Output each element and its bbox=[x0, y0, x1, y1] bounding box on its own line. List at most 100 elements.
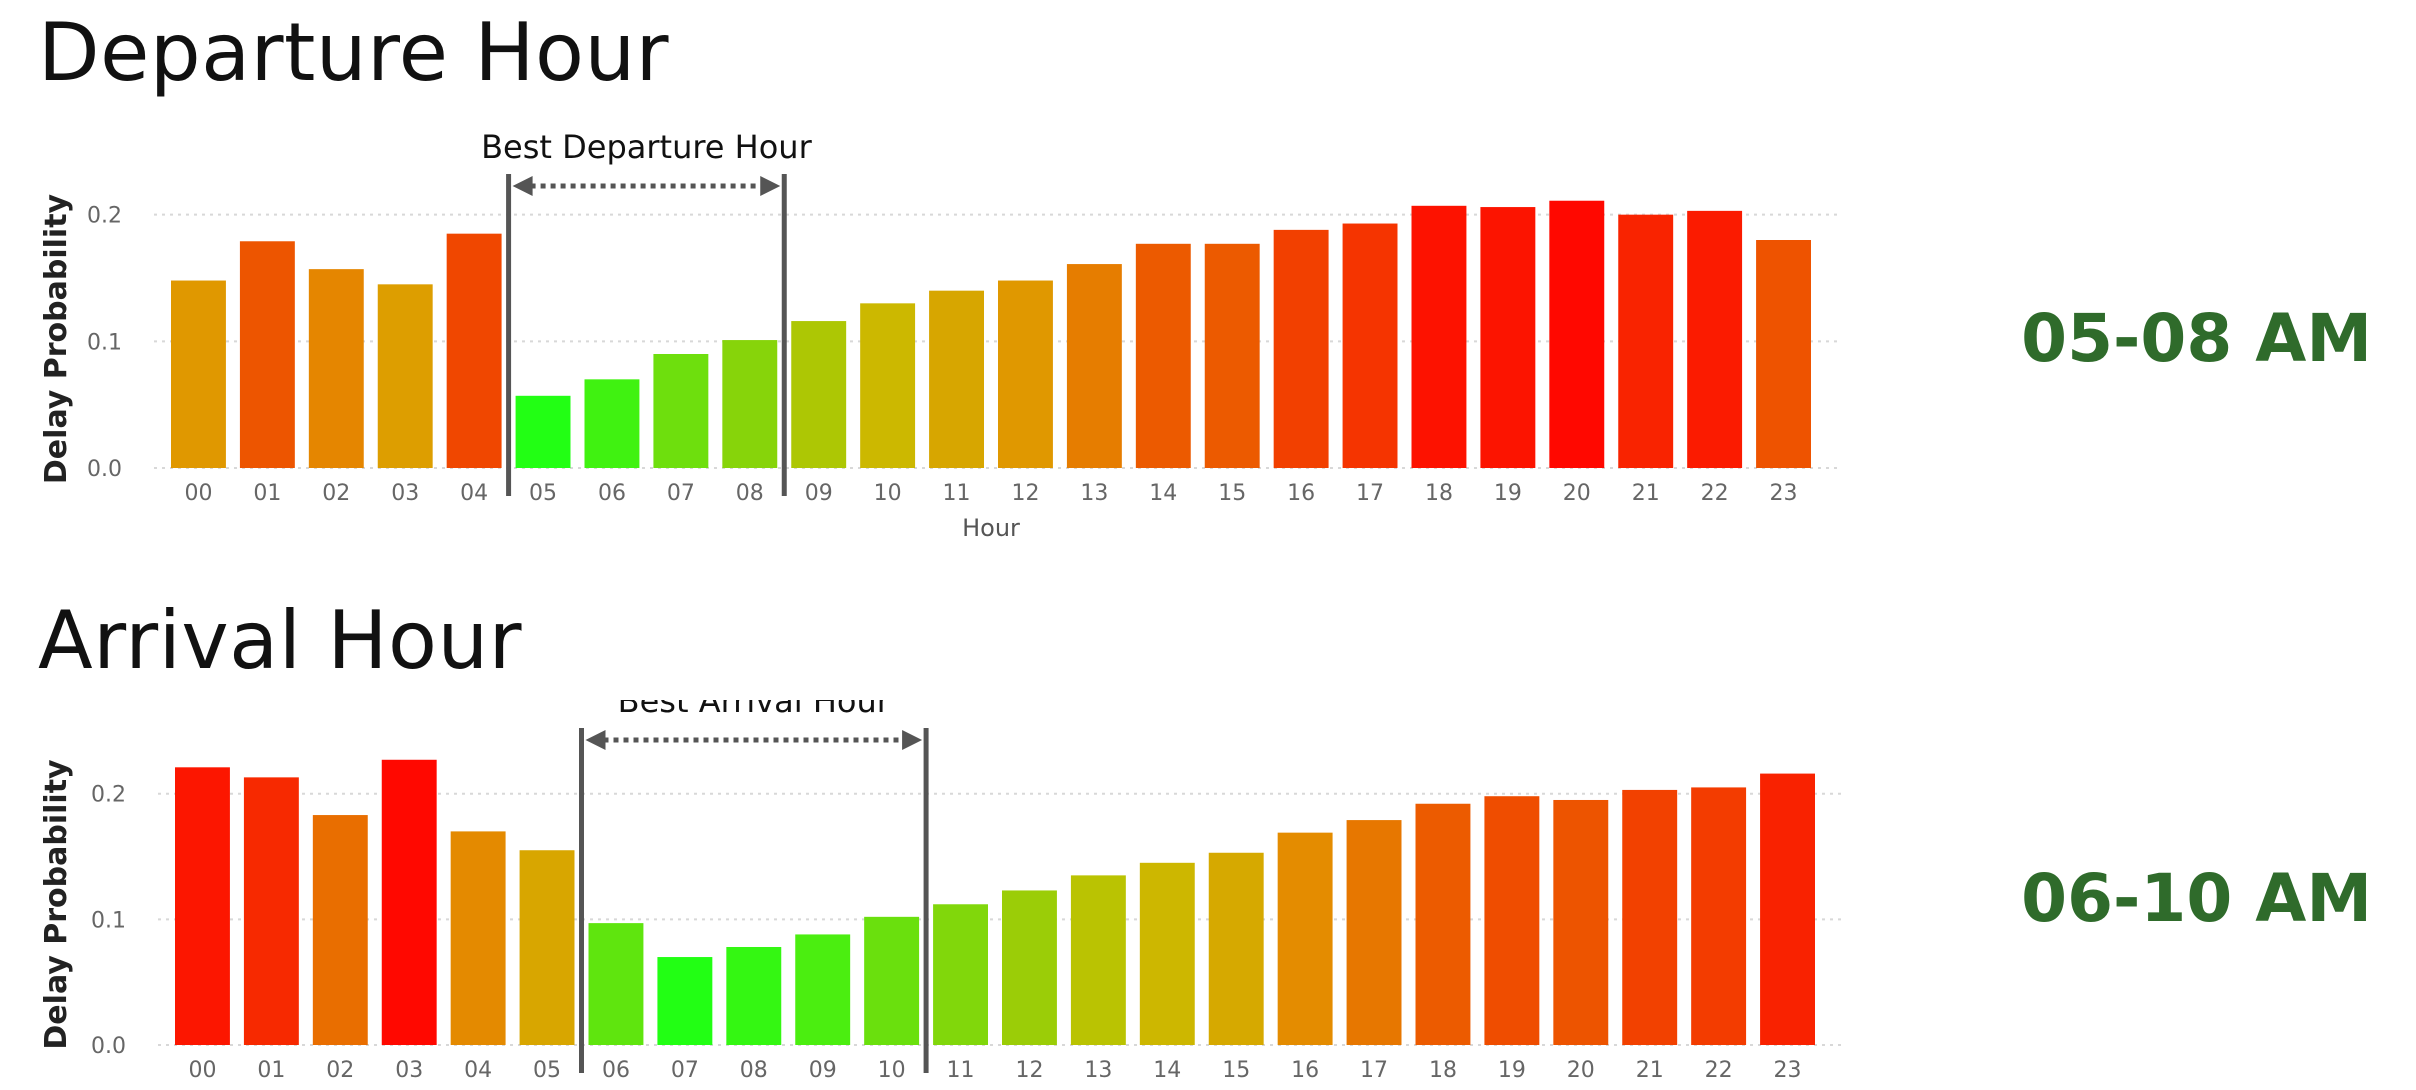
y-tick-label: 0.0 bbox=[87, 457, 122, 482]
bar-16 bbox=[1273, 229, 1329, 468]
x-tick-label: 20 bbox=[1567, 1058, 1595, 1083]
x-tick-label: 21 bbox=[1632, 481, 1660, 506]
bar-19 bbox=[1480, 207, 1536, 469]
x-tick-label: 13 bbox=[1084, 1058, 1112, 1083]
arrival-title: Arrival Hour bbox=[38, 594, 523, 687]
x-tick-label: 01 bbox=[253, 481, 281, 506]
x-tick-label: 11 bbox=[943, 481, 971, 506]
bar-19 bbox=[1484, 796, 1540, 1045]
bar-21 bbox=[1618, 214, 1674, 468]
bar-13 bbox=[1070, 875, 1126, 1045]
x-tick-label: 01 bbox=[257, 1058, 285, 1083]
bar-12 bbox=[998, 280, 1053, 468]
x-tick-label: 21 bbox=[1636, 1058, 1664, 1083]
x-tick-label: 07 bbox=[671, 1058, 699, 1083]
x-tick-label: 04 bbox=[460, 481, 488, 506]
x-tick-label: 13 bbox=[1080, 481, 1108, 506]
bar-03 bbox=[377, 284, 433, 468]
bar-17 bbox=[1342, 223, 1398, 468]
bar-08 bbox=[722, 340, 778, 468]
bar-07 bbox=[653, 354, 709, 468]
bar-11 bbox=[929, 290, 984, 468]
y-tick-label: 0.2 bbox=[87, 204, 122, 229]
x-axis-label: Hour bbox=[962, 514, 1020, 542]
bar-04 bbox=[446, 233, 502, 468]
arrival-best-range: 06-10 AM bbox=[2021, 860, 2372, 937]
x-tick-label: 02 bbox=[326, 1058, 354, 1083]
bar-02 bbox=[312, 815, 368, 1045]
y-tick-label: 0.2 bbox=[91, 783, 126, 808]
x-tick-label: 19 bbox=[1498, 1058, 1526, 1083]
x-tick-label: 23 bbox=[1774, 1058, 1802, 1083]
x-tick-label: 10 bbox=[874, 481, 902, 506]
x-tick-label: 03 bbox=[391, 481, 419, 506]
departure-chart: 0.0 0.1 0.2 Delay Probability 00 01 02 03 04 05 06… bbox=[39, 130, 1838, 542]
x-tick-label: 07 bbox=[667, 481, 695, 506]
bar-03 bbox=[381, 759, 437, 1045]
bar-10 bbox=[864, 916, 920, 1045]
bar-06 bbox=[588, 923, 644, 1045]
x-tick-label: 17 bbox=[1356, 481, 1384, 506]
x-tick-label: 22 bbox=[1701, 481, 1729, 506]
x-tick-label: 12 bbox=[1011, 481, 1039, 506]
x-tick-label: 22 bbox=[1705, 1058, 1733, 1083]
y-axis-label: Delay Probability bbox=[39, 193, 74, 484]
departure-title: Departure Hour bbox=[38, 6, 670, 99]
x-tick-label: 08 bbox=[740, 1058, 768, 1083]
bar-14 bbox=[1135, 243, 1191, 468]
x-tick-label: 05 bbox=[533, 1058, 561, 1083]
x-tick-label: 10 bbox=[878, 1058, 906, 1083]
bar-22 bbox=[1687, 210, 1743, 468]
bar-16 bbox=[1277, 832, 1333, 1045]
y-axis-label: Delay Probability bbox=[39, 759, 74, 1050]
bar-23 bbox=[1760, 773, 1815, 1045]
x-tick-label: 06 bbox=[598, 481, 626, 506]
annotation-arrowhead-left bbox=[585, 730, 606, 750]
bar-09 bbox=[791, 321, 847, 468]
bar-10 bbox=[860, 303, 916, 468]
x-tick-label: 16 bbox=[1287, 481, 1315, 506]
departure-best-range: 05-08 AM bbox=[2021, 300, 2372, 377]
annotation-arrowhead-right bbox=[760, 176, 781, 196]
bar-12 bbox=[1002, 890, 1057, 1045]
annotation-label: Best Departure Hour bbox=[481, 130, 813, 166]
x-tick-label: 00 bbox=[184, 481, 212, 506]
bar-00 bbox=[175, 767, 230, 1045]
bar-22 bbox=[1691, 787, 1747, 1045]
bar-09 bbox=[795, 934, 851, 1045]
x-tick-label: 11 bbox=[947, 1058, 975, 1083]
x-tick-label: 14 bbox=[1153, 1058, 1181, 1083]
x-tick-label: 15 bbox=[1222, 1058, 1250, 1083]
bar-07 bbox=[657, 957, 713, 1045]
bar-01 bbox=[243, 777, 299, 1045]
bar-13 bbox=[1066, 264, 1122, 468]
x-tick-label: 09 bbox=[805, 481, 833, 506]
x-tick-label: 08 bbox=[736, 481, 764, 506]
bar-15 bbox=[1204, 243, 1260, 468]
x-tick-label: 09 bbox=[809, 1058, 837, 1083]
x-tick-label: 14 bbox=[1149, 481, 1177, 506]
x-tick-label: 12 bbox=[1015, 1058, 1043, 1083]
x-tick-label: 18 bbox=[1429, 1058, 1457, 1083]
y-tick-label: 0.1 bbox=[87, 330, 122, 355]
x-tick-label: 17 bbox=[1360, 1058, 1388, 1083]
bar-17 bbox=[1346, 820, 1402, 1045]
bar-14 bbox=[1139, 862, 1195, 1045]
bar-21 bbox=[1622, 789, 1678, 1045]
annotation-label: Best Arrival Hour bbox=[618, 700, 891, 720]
bar-08 bbox=[726, 946, 782, 1045]
x-tick-label: 06 bbox=[602, 1058, 630, 1083]
bar-02 bbox=[308, 269, 364, 468]
bar-18 bbox=[1411, 205, 1467, 469]
y-tick-label: 0.1 bbox=[91, 908, 126, 933]
bar-20 bbox=[1549, 200, 1605, 468]
bar-05 bbox=[515, 395, 571, 468]
x-tick-label: 15 bbox=[1218, 481, 1246, 506]
annotation-arrowhead-left bbox=[512, 176, 533, 196]
x-tick-label: 03 bbox=[395, 1058, 423, 1083]
x-tick-label: 05 bbox=[529, 481, 557, 506]
x-tick-label: 16 bbox=[1291, 1058, 1319, 1083]
x-tick-label: 19 bbox=[1494, 481, 1522, 506]
bar-00 bbox=[171, 280, 226, 468]
x-tick-label: 04 bbox=[464, 1058, 492, 1083]
